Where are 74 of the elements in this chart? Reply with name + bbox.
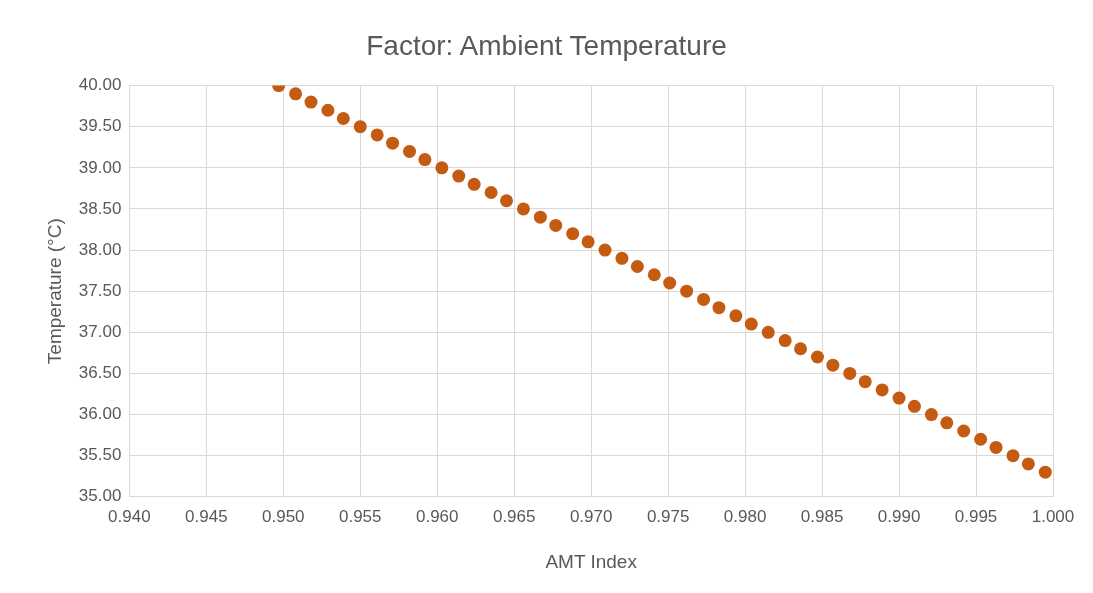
y-tick-label: 36.00 xyxy=(78,404,122,424)
point xyxy=(794,342,808,356)
point xyxy=(598,243,612,257)
y-tick-label: 37.50 xyxy=(78,280,122,300)
point xyxy=(336,112,350,125)
y-tick-label: 40.00 xyxy=(78,75,122,95)
point xyxy=(761,325,775,339)
point xyxy=(484,186,498,200)
y-tick-label: 38.00 xyxy=(78,239,122,259)
point xyxy=(566,227,580,241)
point xyxy=(843,366,857,380)
point xyxy=(533,210,547,224)
y-tick-label: 38.50 xyxy=(78,198,122,218)
x-tick-label: 0.980 xyxy=(723,506,767,526)
x-tick-label: 0.975 xyxy=(646,506,690,526)
point xyxy=(647,268,661,282)
point xyxy=(467,177,481,191)
point xyxy=(1006,449,1020,463)
point xyxy=(435,161,449,175)
point xyxy=(304,95,318,109)
point xyxy=(974,432,988,446)
x-tick-label: 0.965 xyxy=(492,506,536,526)
point xyxy=(810,350,824,364)
point xyxy=(663,276,677,290)
point xyxy=(907,399,921,413)
point xyxy=(549,218,563,232)
x-tick-label: 0.995 xyxy=(954,506,998,526)
point xyxy=(370,128,384,142)
point xyxy=(744,317,758,331)
point xyxy=(712,301,726,315)
point xyxy=(452,169,466,183)
x-tick-label: 0.970 xyxy=(569,506,613,526)
x-tick-label: 0.990 xyxy=(877,506,921,526)
point xyxy=(957,424,971,438)
y-tick-label: 39.00 xyxy=(78,157,122,177)
point xyxy=(321,103,335,117)
point xyxy=(940,416,954,430)
point xyxy=(386,136,400,150)
point xyxy=(289,87,303,101)
x-tick-label: 0.940 xyxy=(108,506,151,526)
point xyxy=(989,440,1003,454)
x-tick-label: 1.000 xyxy=(1031,506,1075,526)
x-axis-title: AMT Index xyxy=(545,550,638,572)
y-tick-label: 39.50 xyxy=(78,116,122,136)
point xyxy=(500,194,513,208)
y-axis-title: Temperature (°C) xyxy=(43,218,65,365)
point xyxy=(403,144,417,158)
point xyxy=(418,153,432,167)
chart-title: Factor: Ambient Temperature xyxy=(366,29,727,61)
point xyxy=(516,202,530,216)
point xyxy=(826,358,840,372)
x-tick-label: 0.955 xyxy=(338,506,382,526)
y-tick-label: 35.50 xyxy=(78,445,122,465)
x-tick-label: 0.945 xyxy=(185,506,228,526)
point xyxy=(615,251,629,265)
point xyxy=(778,334,792,348)
point xyxy=(697,292,711,306)
point xyxy=(875,383,889,397)
x-tick-label: 0.960 xyxy=(415,506,459,526)
point xyxy=(353,120,367,134)
point xyxy=(924,408,938,422)
y-tick-label: 36.50 xyxy=(78,363,122,383)
point xyxy=(892,391,906,405)
point xyxy=(680,284,694,298)
point xyxy=(581,235,595,249)
x-tick-label: 0.985 xyxy=(800,506,844,526)
point xyxy=(858,375,872,389)
x-tick-label: 0.950 xyxy=(262,506,305,526)
point xyxy=(1038,465,1052,479)
y-tick-label: 37.00 xyxy=(78,322,122,342)
point xyxy=(1021,457,1035,471)
y-tick-label: 35.00 xyxy=(78,486,122,506)
point xyxy=(729,309,743,323)
point xyxy=(630,260,644,274)
